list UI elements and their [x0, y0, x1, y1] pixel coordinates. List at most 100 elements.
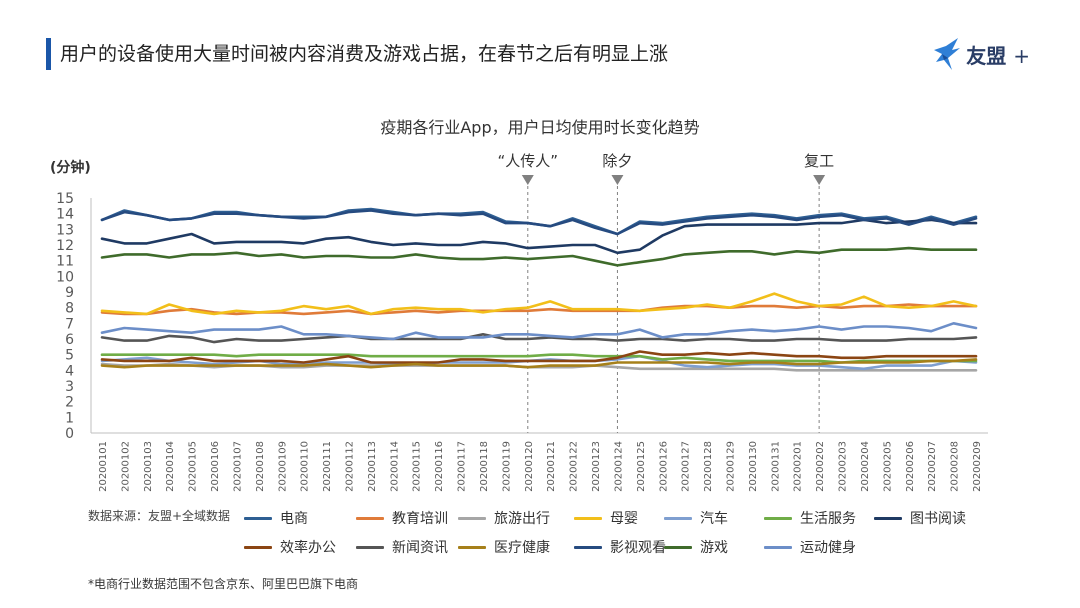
- y-tick-label: 13: [56, 222, 74, 238]
- legend-label: 医疗健康: [494, 540, 550, 556]
- x-tick-label: 20200203: [838, 441, 849, 492]
- annotation-marker-icon: [813, 175, 826, 185]
- legend-swatch: [458, 545, 486, 549]
- x-tick-label: 20200121: [546, 441, 557, 492]
- y-tick-label: 4: [65, 363, 74, 379]
- x-tick-label: 20200103: [143, 441, 154, 492]
- y-tick-label: 6: [65, 332, 74, 348]
- annotation-marker-icon: [611, 175, 624, 185]
- x-tick-label: 20200124: [613, 441, 624, 492]
- series-line: [100, 209, 978, 236]
- x-tick-label: 20200110: [300, 441, 311, 492]
- series-line: [100, 321, 978, 341]
- x-tick-label: 20200112: [345, 441, 356, 492]
- legend-swatch: [356, 545, 384, 549]
- x-tick-label: 20200107: [232, 441, 243, 492]
- x-tick-label: 20200122: [569, 441, 580, 492]
- x-tick-label: 20200106: [210, 441, 221, 492]
- y-tick-label: 12: [56, 238, 74, 254]
- legend-item: 游戏: [664, 537, 728, 557]
- series-line: [100, 218, 978, 255]
- x-tick-label: 20200101: [98, 441, 109, 492]
- legend-swatch: [664, 545, 692, 549]
- legend-item: 生活服务: [764, 508, 856, 528]
- x-tick-label: 20200116: [434, 441, 445, 492]
- x-tick-label: 20200208: [950, 441, 961, 492]
- bird-logo-icon: [934, 38, 961, 70]
- legend-item: 效率办公: [244, 537, 336, 557]
- series-line: [100, 358, 978, 369]
- legend-item: 电商: [244, 508, 308, 528]
- legend-swatch: [664, 516, 692, 520]
- y-tick-label: 14: [56, 207, 74, 223]
- legend-item: 运动健身: [764, 537, 856, 557]
- x-tick-label: 20200128: [703, 441, 714, 492]
- legend-item: 汽车: [664, 508, 728, 528]
- x-tick-label: 20200125: [636, 441, 647, 492]
- y-tick-label: 3: [65, 379, 74, 395]
- footnote: *电商行业数据范围不包含京东、阿里巴巴旗下电商: [88, 577, 359, 591]
- x-tick-label: 20200115: [412, 441, 423, 492]
- brand-name: 友盟 +: [966, 43, 1030, 68]
- legend-label: 母婴: [610, 511, 638, 527]
- legend-label: 游戏: [700, 540, 728, 556]
- x-tick-label: 20200126: [658, 441, 669, 492]
- y-tick-label: 7: [65, 316, 74, 332]
- y-tick-label: 11: [56, 254, 74, 270]
- series-line: [100, 292, 978, 316]
- x-tick-label: 20200111: [322, 441, 333, 492]
- legend-item: 母婴: [574, 508, 638, 528]
- x-tick-label: 20200109: [277, 441, 288, 492]
- y-tick-label: 10: [56, 269, 74, 285]
- x-tick-label: 20200117: [457, 441, 468, 492]
- annotation-marker-icon: [521, 175, 534, 185]
- legend-item: 医疗健康: [458, 537, 550, 557]
- legend-swatch: [574, 516, 602, 520]
- x-tick-label: 20200127: [681, 441, 692, 492]
- chart-title: 疫期各行业App，用户日均使用时长变化趋势: [380, 118, 700, 137]
- x-tick-label: 20200105: [188, 441, 199, 492]
- legend-swatch: [574, 545, 602, 549]
- x-tick-label: 20200108: [255, 441, 266, 492]
- x-tick-label: 20200205: [882, 441, 893, 492]
- x-tick-label: 20200123: [591, 441, 602, 492]
- x-tick-label: 20200130: [748, 441, 759, 492]
- series-line: [100, 353, 978, 364]
- x-tick-label: 20200206: [905, 441, 916, 492]
- title-accent-bar: [46, 38, 51, 70]
- legend-item: 影视观看: [574, 537, 666, 557]
- y-tick-label: 9: [65, 285, 74, 301]
- y-axis-unit-label: (分钟): [50, 160, 91, 176]
- annotation-label: 除夕: [602, 152, 632, 170]
- annotation-label: “人传人”: [498, 152, 559, 170]
- y-tick-label: 1: [65, 410, 74, 426]
- legend-label: 汽车: [700, 511, 728, 527]
- legend-item: 教育培训: [356, 508, 448, 528]
- x-tick-label: 20200204: [860, 441, 871, 492]
- x-tick-label: 20200202: [815, 441, 826, 492]
- x-tick-label: 20200131: [770, 441, 781, 492]
- legend-item: 旅游出行: [458, 508, 550, 528]
- series-line: [100, 303, 978, 316]
- x-tick-label: 20200102: [120, 441, 131, 492]
- page-title: 用户的设备使用大量时间被内容消费及游戏占据，在春节之后有明显上涨: [60, 43, 669, 65]
- y-tick-label: 8: [65, 301, 74, 317]
- legend-swatch: [458, 516, 486, 520]
- legend-label: 影视观看: [610, 540, 666, 556]
- series-line: [100, 350, 978, 364]
- x-tick-label: 20200209: [972, 441, 983, 492]
- legend-label: 运动健身: [800, 540, 856, 556]
- legend-label: 效率办公: [280, 540, 336, 556]
- x-tick-label: 20200207: [927, 441, 938, 492]
- x-tick-label: 20200120: [524, 441, 535, 492]
- x-tick-label: 20200129: [725, 441, 736, 492]
- legend-swatch: [764, 516, 792, 520]
- legend-swatch: [244, 516, 272, 520]
- legend-swatch: [874, 516, 902, 520]
- y-tick-label: 15: [56, 191, 74, 207]
- series-line: [100, 246, 978, 267]
- x-tick-label: 20200119: [501, 441, 512, 492]
- legend-label: 教育培训: [392, 511, 448, 527]
- legend-swatch: [356, 516, 384, 520]
